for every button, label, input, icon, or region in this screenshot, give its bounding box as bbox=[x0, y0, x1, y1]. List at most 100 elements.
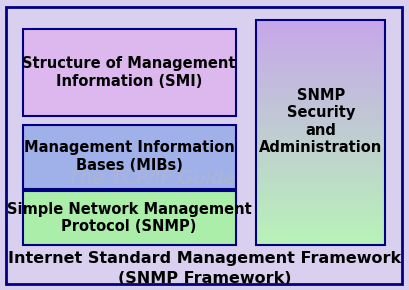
Bar bbox=[256, 138, 384, 140]
Bar bbox=[256, 167, 384, 169]
Bar bbox=[256, 81, 384, 83]
Bar bbox=[256, 98, 384, 100]
Bar bbox=[256, 75, 384, 77]
Bar bbox=[256, 78, 384, 80]
Bar bbox=[256, 198, 384, 200]
Bar bbox=[256, 207, 384, 209]
Bar bbox=[256, 153, 384, 155]
Bar bbox=[256, 171, 384, 173]
Bar bbox=[256, 177, 384, 179]
Bar bbox=[256, 230, 384, 231]
Bar bbox=[256, 185, 384, 187]
Bar bbox=[256, 203, 384, 205]
Bar bbox=[256, 137, 384, 139]
Bar bbox=[256, 158, 384, 160]
Bar bbox=[256, 140, 384, 142]
Bar bbox=[256, 96, 384, 98]
Text: Management Information
Bases (MIBs): Management Information Bases (MIBs) bbox=[24, 140, 234, 173]
Bar bbox=[256, 242, 384, 244]
Bar bbox=[256, 46, 384, 47]
Bar bbox=[256, 44, 384, 46]
Bar bbox=[256, 218, 384, 220]
Bar bbox=[256, 210, 384, 212]
Bar bbox=[256, 221, 384, 223]
Bar bbox=[22, 191, 235, 245]
Bar bbox=[256, 42, 384, 44]
Bar bbox=[256, 156, 384, 158]
Bar bbox=[256, 204, 384, 206]
Bar bbox=[256, 227, 384, 229]
Bar bbox=[256, 69, 384, 71]
Bar bbox=[256, 135, 384, 137]
Bar bbox=[256, 206, 384, 208]
Bar bbox=[22, 125, 235, 188]
Bar bbox=[256, 155, 384, 157]
Bar bbox=[256, 126, 384, 128]
Bar bbox=[256, 144, 384, 146]
Bar bbox=[256, 25, 384, 26]
Bar bbox=[256, 88, 384, 89]
Bar bbox=[256, 200, 384, 202]
Bar bbox=[256, 233, 384, 235]
Bar bbox=[256, 99, 384, 101]
Bar bbox=[256, 72, 384, 74]
Bar bbox=[256, 152, 384, 154]
Bar bbox=[256, 23, 384, 25]
Bar bbox=[256, 105, 384, 107]
Bar bbox=[256, 66, 384, 68]
Bar bbox=[256, 219, 384, 221]
Bar bbox=[256, 209, 384, 211]
Bar bbox=[256, 37, 384, 38]
Bar bbox=[256, 231, 384, 233]
Bar bbox=[256, 114, 384, 116]
Bar bbox=[22, 29, 235, 116]
Bar bbox=[256, 236, 384, 238]
Bar bbox=[256, 131, 384, 133]
Bar bbox=[256, 129, 384, 131]
Bar bbox=[256, 162, 384, 164]
Bar bbox=[256, 39, 384, 41]
Bar bbox=[256, 92, 384, 94]
Bar bbox=[256, 168, 384, 170]
Bar bbox=[256, 150, 384, 152]
Bar bbox=[256, 56, 384, 58]
Bar bbox=[256, 194, 384, 195]
Bar bbox=[256, 89, 384, 91]
Bar bbox=[256, 95, 384, 97]
Bar bbox=[256, 59, 384, 61]
Bar bbox=[256, 146, 384, 148]
Bar bbox=[256, 195, 384, 197]
Bar bbox=[256, 29, 384, 31]
Bar bbox=[256, 161, 384, 163]
Bar bbox=[256, 147, 384, 149]
Bar bbox=[256, 216, 384, 218]
Bar bbox=[256, 104, 384, 106]
Bar bbox=[256, 120, 384, 122]
Bar bbox=[256, 189, 384, 191]
Bar bbox=[256, 32, 384, 34]
Bar bbox=[256, 174, 384, 176]
Bar bbox=[256, 60, 384, 62]
Bar bbox=[256, 212, 384, 213]
Text: The TCP/IP Guide: The TCP/IP Guide bbox=[68, 169, 235, 188]
Bar bbox=[256, 110, 384, 112]
Bar bbox=[256, 74, 384, 76]
Bar bbox=[256, 65, 384, 67]
Bar bbox=[256, 71, 384, 73]
Bar bbox=[256, 20, 384, 22]
Bar bbox=[256, 165, 384, 167]
Bar bbox=[256, 132, 384, 134]
Bar bbox=[256, 107, 384, 109]
Bar bbox=[256, 108, 384, 110]
Bar bbox=[256, 26, 384, 28]
Bar bbox=[256, 239, 384, 240]
Bar bbox=[256, 38, 384, 40]
Bar bbox=[256, 116, 384, 118]
Bar bbox=[256, 143, 384, 145]
Bar bbox=[256, 113, 384, 115]
Bar bbox=[256, 102, 384, 104]
Bar bbox=[256, 84, 384, 86]
Bar bbox=[256, 186, 384, 188]
Bar bbox=[256, 188, 384, 190]
Text: SNMP
Security
and
Administration: SNMP Security and Administration bbox=[258, 88, 382, 155]
